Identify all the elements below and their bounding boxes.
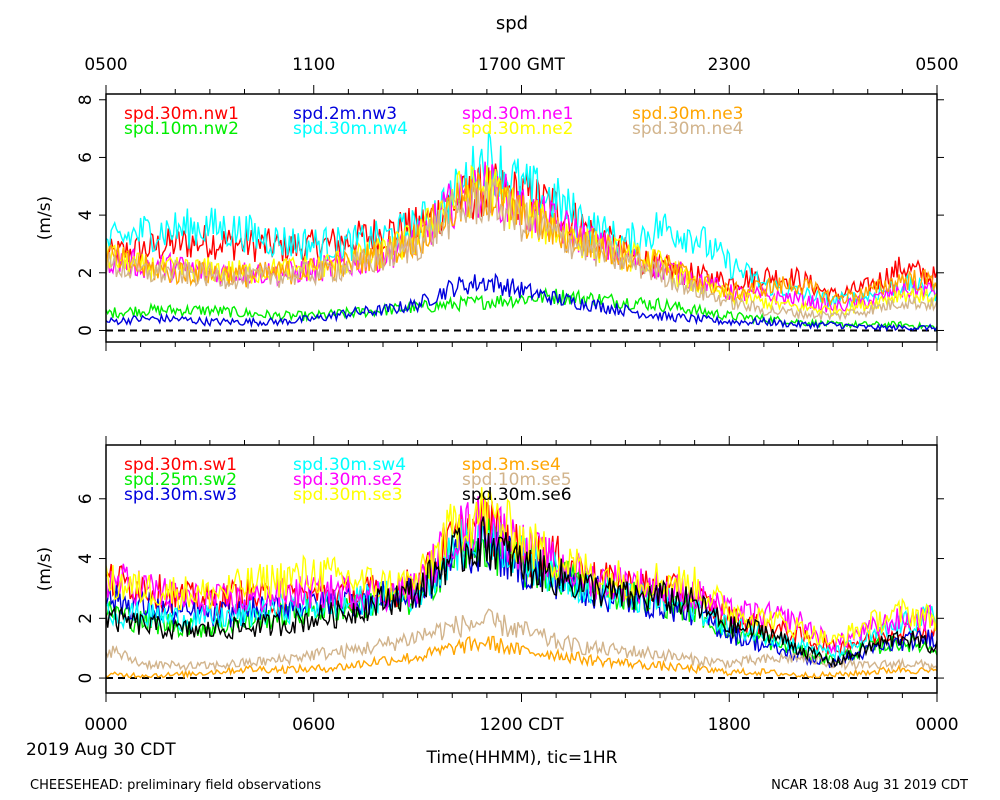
y-axis-label: (m/s) (35, 547, 55, 591)
top-tick-label: 0500 (915, 55, 958, 75)
bottom-tick-label: 0000 (915, 715, 958, 735)
series-line-spd.30m.se6 (106, 516, 937, 668)
top-axis-labels: 0500 1100 1700 GMT 2300 0500 (84, 55, 958, 75)
y-tick-label: 2 (76, 613, 96, 624)
bottom-tick-label: 1800 (708, 715, 751, 735)
bottom-tick-label: 0600 (292, 715, 335, 735)
date-label: 2019 Aug 30 CDT (26, 740, 176, 760)
top-tick-label: 1700 GMT (478, 55, 566, 75)
series-line-spd.30m.ne4 (106, 178, 937, 322)
series-group (106, 487, 937, 680)
y-tick-label: 4 (76, 210, 96, 221)
top-tick-label: 2300 (708, 55, 751, 75)
footer-right: NCAR 18:08 Aug 31 2019 CDT (771, 778, 968, 793)
series-line-spd.30m.ne3 (106, 172, 937, 308)
legend-item: spd.30m.se3 (293, 485, 403, 505)
y-tick-label: 6 (76, 152, 96, 163)
y-tick-label: 8 (76, 94, 96, 105)
legend-item: spd.25m.sw2 (124, 470, 237, 490)
legend-item: spd.2m.nw3 (293, 104, 397, 124)
y-axis-label: (m/s) (35, 196, 55, 240)
legend-item: spd.30m.ne3 (632, 104, 744, 124)
legend-item: spd.30m.se2 (293, 470, 403, 490)
legend-item: spd.30m.sw3 (124, 485, 237, 505)
legend-item: spd.10m.nw2 (124, 119, 239, 139)
legend-item: spd.3m.se4 (462, 455, 561, 475)
y-tick-label: 2 (76, 267, 96, 278)
legend-item: spd.30m.nw4 (293, 119, 408, 139)
legend-item: spd.30m.ne4 (632, 119, 744, 139)
y-tick-label: 6 (76, 493, 96, 504)
legend-item: spd.30m.ne2 (462, 119, 574, 139)
legend-item: spd.30m.sw1 (124, 455, 237, 475)
legend-item: spd.10m.se5 (462, 470, 572, 490)
chart-title: spd (496, 13, 528, 34)
bottom-tick-label: 1200 CDT (479, 715, 564, 735)
plot-frame (105, 93, 938, 343)
series-line-spd.30m.nw4 (106, 131, 937, 308)
panel-bottom: 0246(m/s)spd.30m.sw1spd.25m.sw2spd.30m.s… (35, 436, 944, 702)
y-tick-label: 0 (76, 673, 96, 684)
series-line-spd.3m.se4 (106, 635, 937, 680)
y-tick-label: 0 (76, 325, 96, 336)
top-tick-label: 0500 (84, 55, 127, 75)
series-line-spd.10m.se5 (106, 608, 937, 673)
series-group (106, 131, 937, 332)
plot-frame (105, 444, 938, 694)
bottom-axis-labels: 0000 0600 1200 CDT 1800 0000 (84, 715, 958, 735)
series-line-spd.30m.sw4 (106, 507, 937, 661)
x-axis-label: Time(HHMM), tic=1HR (426, 748, 618, 768)
legend-item: spd.30m.se6 (462, 485, 572, 505)
y-tick-label: 4 (76, 553, 96, 564)
top-tick-label: 1100 (292, 55, 335, 75)
legend-item: spd.30m.ne1 (462, 104, 574, 124)
legend-item: spd.30m.nw1 (124, 104, 239, 124)
bottom-tick-label: 0000 (84, 715, 127, 735)
series-line-spd.2m.nw3 (106, 272, 937, 332)
footer-left: CHEESEHEAD: preliminary field observatio… (30, 778, 321, 793)
series-line-spd.30m.ne1 (106, 161, 937, 313)
legend-item: spd.30m.sw4 (293, 455, 406, 475)
